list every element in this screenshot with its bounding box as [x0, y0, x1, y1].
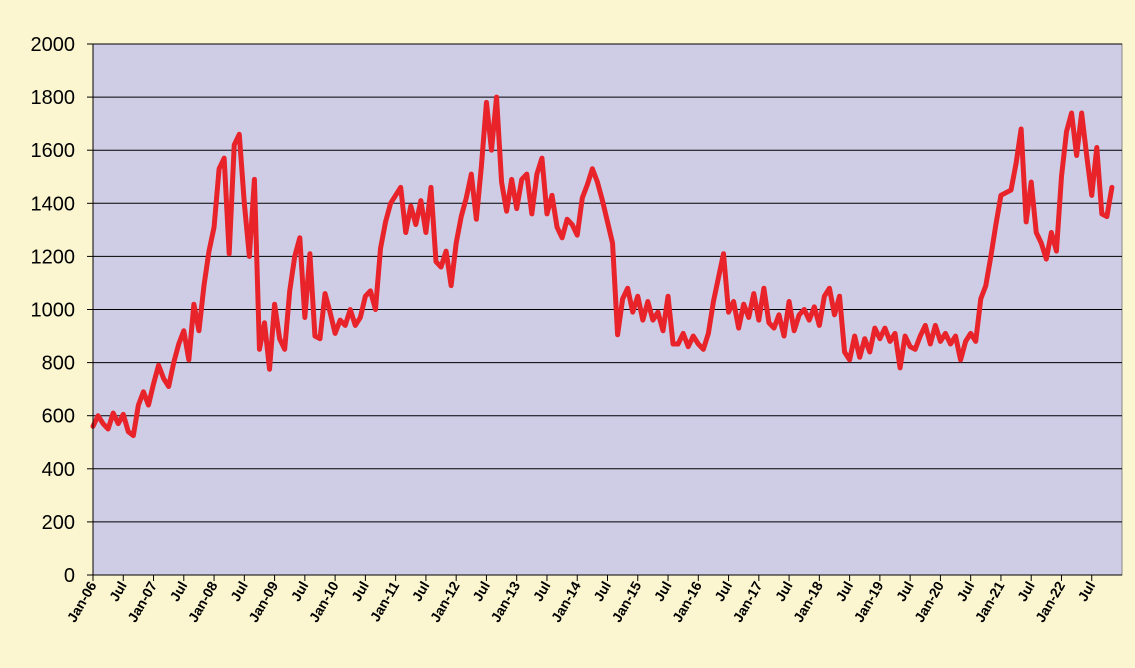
- y-tick-label: 1400: [31, 193, 76, 215]
- x-tick-label: Jan-11: [367, 578, 403, 624]
- x-tick-label: Jan-09: [245, 578, 281, 625]
- y-tick-label: 1200: [31, 246, 76, 268]
- x-tick-label: Jan-21: [972, 578, 1008, 625]
- x-tick-label: Jul: [348, 579, 372, 605]
- x-tick-label: Jul: [651, 579, 675, 605]
- x-tick-label: Jan-07: [124, 578, 160, 625]
- series-layer: [90, 94, 1115, 439]
- x-tick-label: Jul: [227, 579, 251, 605]
- x-tick-label: Jul: [106, 579, 130, 605]
- x-tick-label: Jan-16: [669, 578, 705, 625]
- y-tick-label: 0: [64, 565, 75, 587]
- x-tick-label: Jan-19: [850, 578, 886, 625]
- y-tick-label: 1800: [31, 87, 76, 109]
- x-tick-label: Jan-08: [185, 578, 221, 625]
- x-tick-label: Jul: [530, 579, 554, 605]
- x-tick-label: Jul: [711, 579, 735, 605]
- x-tick-label: Jul: [772, 579, 796, 605]
- x-tick-label: Jul: [166, 579, 190, 605]
- y-tick-label: 2000: [31, 34, 76, 56]
- y-tick-label: 800: [42, 353, 75, 375]
- series-line: [90, 94, 1115, 439]
- y-tick-label: 200: [42, 512, 75, 534]
- x-tick-label: Jul: [832, 579, 856, 605]
- x-tick-label: Jul: [409, 579, 433, 605]
- y-tick-label: 1600: [31, 140, 76, 162]
- gridlines: [93, 43, 1122, 523]
- x-tick-label: Jan-14: [548, 578, 584, 625]
- x-tick-label: Jan-20: [911, 578, 947, 625]
- x-tick-label: Jul: [953, 579, 977, 605]
- x-tick-label: Jul: [1074, 579, 1098, 605]
- y-tick-label: 600: [42, 406, 75, 428]
- x-tick-label: Jan-17: [729, 578, 765, 625]
- x-tick-label: Jan-12: [427, 578, 463, 625]
- x-tick-label: Jan-18: [790, 578, 826, 625]
- x-tick-label: Jul: [1014, 579, 1038, 605]
- x-tick-label: Jul: [469, 579, 493, 605]
- x-tick-label: Jan-22: [1032, 578, 1068, 625]
- x-tick-label: Jul: [287, 579, 311, 605]
- y-axis-ticks: 0 200 400 600 800 1000 1200 1400 1600 1800 2000: [31, 34, 93, 587]
- x-tick-label: Jul: [893, 579, 917, 605]
- x-tick-label: Jan-15: [608, 578, 644, 625]
- x-tick-label: Jul: [590, 579, 614, 605]
- y-tick-label: 400: [42, 459, 75, 481]
- y-tick-label: 1000: [31, 300, 76, 322]
- x-tick-label: Jan-13: [487, 578, 523, 625]
- x-tick-label: Jan-10: [306, 578, 342, 625]
